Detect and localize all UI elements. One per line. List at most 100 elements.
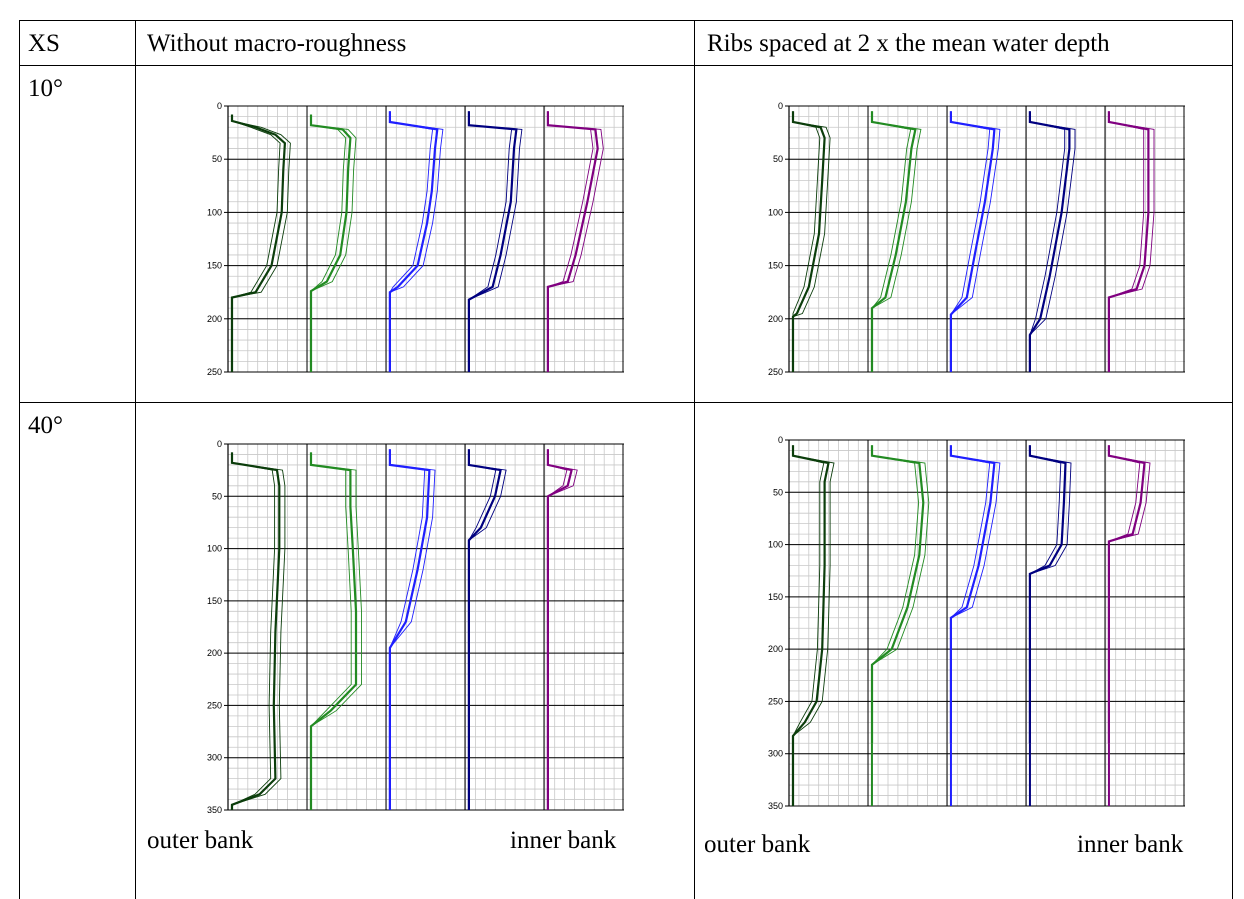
series-mean-line <box>1028 111 1071 372</box>
series-group <box>309 114 357 372</box>
series-upper-line <box>871 111 922 372</box>
series-upper-line <box>231 114 291 372</box>
series-lower-line <box>871 445 920 744</box>
series-group <box>309 452 362 810</box>
series-mean-line <box>546 111 599 372</box>
y-tick-label: 200 <box>207 648 222 658</box>
series-group <box>546 111 604 372</box>
header-ribs-spaced: Ribs spaced at 2 x the mean water depth <box>707 30 1110 57</box>
series-upper-line <box>231 452 286 810</box>
series-group <box>949 111 1001 372</box>
series-mean-line <box>1107 445 1146 744</box>
series-group <box>467 449 507 810</box>
series-group <box>230 452 286 810</box>
series-mean-line <box>546 449 573 810</box>
y-tick-label: 250 <box>207 367 222 377</box>
series-mean-line <box>467 449 502 810</box>
y-tick-label: 0 <box>778 435 783 445</box>
series-group <box>949 445 1001 806</box>
series-group <box>791 445 835 806</box>
series-mean-line <box>388 449 431 810</box>
y-tick-label: 0 <box>217 101 222 111</box>
table-row-divider-2 <box>19 402 1233 403</box>
y-tick-label: 350 <box>768 801 783 811</box>
profile-chart-10-without: 0 50 100 150 200 250 <box>207 101 624 377</box>
table-divider-1 <box>135 20 136 899</box>
y-tick-label: 250 <box>768 696 783 706</box>
y-tick-label: 0 <box>778 101 783 111</box>
y-tick-label: 200 <box>768 644 783 654</box>
series-mean-line <box>949 445 996 744</box>
header-without-macro-roughness: Without macro-roughness <box>147 30 407 57</box>
series-group <box>791 111 831 372</box>
profile-chart-10-ribs: 0 50 100 150 200 250 <box>768 101 1185 377</box>
y-tick-label: 50 <box>773 487 783 497</box>
series-mean-line <box>791 111 826 372</box>
series-mean-line <box>309 452 358 810</box>
series-lower-line <box>389 449 426 810</box>
row-label-10: 10° <box>28 75 63 102</box>
series-group <box>870 111 922 372</box>
profile-chart-40-without: 0 50 100 150 200 250 300 350 <box>207 439 624 815</box>
inner-bank-label-left: inner bank <box>510 827 617 854</box>
y-tick-label: 150 <box>207 596 222 606</box>
y-tick-label: 50 <box>212 491 222 501</box>
series-group <box>1028 445 1072 806</box>
table-divider-2 <box>694 20 695 899</box>
series-mean-line <box>230 114 287 372</box>
table-border-left <box>19 20 20 899</box>
series-group <box>1107 445 1151 806</box>
series-lower-line <box>231 114 281 372</box>
series-mean-line <box>230 452 281 810</box>
series-group <box>1107 111 1155 372</box>
series-mean-line <box>1028 445 1067 744</box>
series-group <box>1028 111 1076 372</box>
y-tick-label: 100 <box>207 207 222 217</box>
series-mean-line <box>1107 111 1150 372</box>
profile-chart-40-ribs: 0 50 100 150 200 250 300 350 <box>768 435 1185 811</box>
table-border-right <box>1232 20 1233 899</box>
y-tick-label: 50 <box>773 154 783 164</box>
y-tick-label: 100 <box>768 540 783 550</box>
series-lower-line <box>547 449 568 810</box>
series-mean-line <box>791 445 830 806</box>
series-mean-line <box>467 111 518 372</box>
series-lower-line <box>950 111 991 372</box>
series-group <box>870 445 930 806</box>
y-tick-label: 250 <box>768 367 783 377</box>
series-group <box>467 111 523 372</box>
series-upper-line <box>310 452 362 810</box>
header-xs: XS <box>28 30 60 57</box>
y-tick-label: 300 <box>768 749 783 759</box>
table-row-divider-1 <box>19 65 1233 66</box>
y-tick-label: 50 <box>212 154 222 164</box>
series-mean-line <box>949 111 996 372</box>
series-upper-line <box>1108 445 1151 744</box>
series-lower-line <box>1029 111 1066 372</box>
y-tick-label: 350 <box>207 805 222 815</box>
row-label-40: 40° <box>28 412 63 439</box>
table-border-top <box>19 20 1233 21</box>
series-upper-line <box>547 111 604 372</box>
y-tick-label: 100 <box>768 207 783 217</box>
y-tick-label: 150 <box>768 592 783 602</box>
series-upper-line <box>871 445 930 744</box>
y-tick-label: 100 <box>207 544 222 554</box>
outer-bank-label-left: outer bank <box>147 827 254 854</box>
y-tick-label: 200 <box>768 314 783 324</box>
series-mean-line <box>388 111 439 372</box>
series-group <box>546 449 578 810</box>
series-lower-line <box>231 452 276 810</box>
series-group <box>388 111 444 372</box>
outer-bank-label-right: outer bank <box>704 831 811 858</box>
y-tick-label: 0 <box>217 439 222 449</box>
series-group <box>388 449 436 810</box>
series-group <box>230 114 291 372</box>
series-upper-line <box>547 449 578 810</box>
series-lower-line <box>792 111 821 372</box>
series-mean-line <box>870 445 925 744</box>
y-tick-label: 200 <box>207 314 222 324</box>
series-mean-line <box>870 111 917 372</box>
y-tick-label: 150 <box>207 261 222 271</box>
inner-bank-label-right: inner bank <box>1077 831 1184 858</box>
